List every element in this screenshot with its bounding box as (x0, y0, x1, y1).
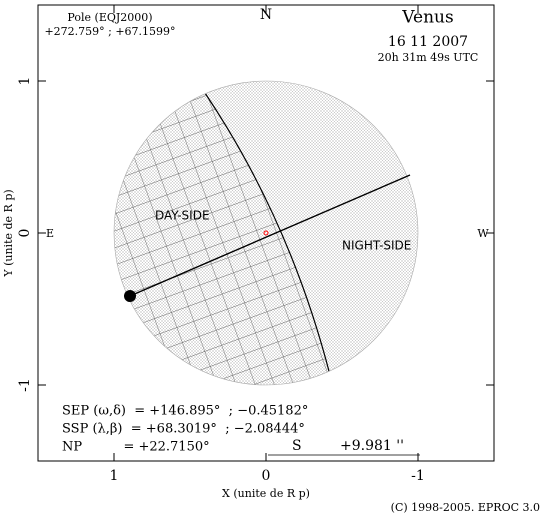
pole-coords: +272.759° ; +67.1599° (44, 25, 175, 38)
x-label: X (unite de R p) (222, 487, 310, 500)
center-dot (263, 230, 269, 236)
equator-line (129, 174, 411, 297)
x-tick-label: 1 (110, 468, 119, 484)
y-tick-label: 1 (17, 77, 33, 86)
info-line: SEP (ω,δ) = +146.895° ; −0.45182° (62, 404, 308, 419)
night-label: NIGHT-SIDE (342, 239, 411, 253)
y-tick-label: 0 (17, 229, 33, 238)
pole-label: Pole (EQJ2000) (67, 11, 152, 24)
planet: Venus (401, 8, 453, 28)
day-label: DAY-SIDE (155, 209, 210, 223)
info-line: SSP (λ,β) = +68.3019° ; −2.08444° (62, 422, 305, 437)
terminator (204, 92, 331, 376)
north: N (260, 7, 272, 23)
x-tick-label: -1 (411, 468, 425, 484)
pole-dot (124, 290, 136, 302)
x-tick-label: 0 (262, 468, 271, 484)
y-tick-label: -1 (17, 378, 33, 392)
copyright: (C) 1998-2005. EPROC 3.0 (391, 501, 540, 514)
date: 16 11 2007 (388, 34, 468, 50)
y-label: Y (unite de R p) (2, 189, 15, 277)
west: W (477, 227, 489, 240)
disk (114, 81, 418, 385)
scale-value: +9.981 '' (340, 438, 404, 454)
south: S (292, 438, 302, 454)
east: E (46, 227, 54, 240)
time: 20h 31m 49s UTC (378, 51, 479, 64)
day-region (114, 81, 330, 385)
info-line: NP = +22.7150° (62, 440, 210, 455)
